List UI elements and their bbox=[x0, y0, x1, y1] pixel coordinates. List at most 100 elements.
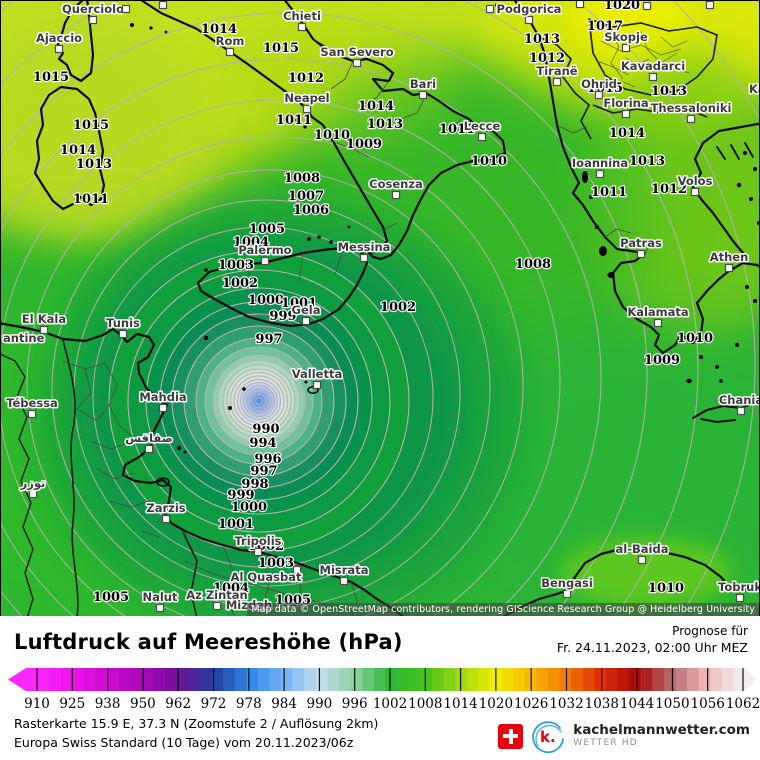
pressure-label: 1004 bbox=[213, 581, 249, 596]
city-label: Patras bbox=[620, 236, 662, 250]
brand-product: WETTER HD bbox=[573, 738, 638, 748]
city-marker bbox=[642, 1, 652, 11]
pressure-label: 1011 bbox=[276, 113, 312, 128]
city-marker bbox=[144, 444, 154, 454]
colorbar-tick bbox=[177, 668, 179, 691]
city-marker bbox=[297, 22, 307, 32]
colorbar-tick bbox=[71, 668, 73, 691]
city-label: Valletta bbox=[292, 367, 342, 381]
pressure-label: 1014 bbox=[609, 126, 645, 141]
pressure-label: 1010 bbox=[471, 154, 507, 169]
city-label: Ohrid bbox=[581, 77, 617, 91]
city: Ioannina bbox=[570, 155, 630, 179]
city: Podgorica bbox=[495, 1, 563, 25]
city-marker bbox=[118, 329, 128, 339]
colorbar-segment bbox=[408, 668, 421, 691]
city-label: Tébessa bbox=[6, 396, 58, 410]
city-marker bbox=[562, 589, 572, 599]
colorbar-segment bbox=[362, 668, 375, 691]
city-label: Zarzis bbox=[146, 501, 185, 515]
city: Nalut bbox=[141, 589, 180, 613]
colorbar-segment bbox=[130, 668, 143, 691]
pressure-label: 1004 bbox=[233, 235, 269, 250]
pressure-label: 1000 bbox=[248, 293, 284, 308]
city: Neapel bbox=[283, 90, 331, 114]
colorbar-segment bbox=[107, 668, 120, 691]
city-label: Messina bbox=[338, 240, 391, 254]
forecast-time: Fr. 24.11.2023, 02:00 Uhr MEZ bbox=[556, 640, 748, 655]
city-label: Gela bbox=[292, 303, 321, 317]
city-label: Kav bbox=[749, 82, 760, 96]
municipal-mesh bbox=[596, 30, 690, 88]
colorbar-tick-label: 978 bbox=[236, 696, 262, 712]
pressure-label: 1003 bbox=[218, 258, 254, 273]
city: Rom bbox=[214, 33, 246, 57]
colorbar-tick-label: 1062 bbox=[726, 696, 760, 712]
city: Tripolis bbox=[233, 533, 283, 557]
city-marker bbox=[594, 90, 604, 100]
city-marker bbox=[28, 489, 38, 499]
country-borders bbox=[1, 18, 718, 616]
colorbar-segment bbox=[234, 668, 247, 691]
city: Ajaccio bbox=[34, 30, 84, 54]
pressure-label: 1001 bbox=[218, 517, 254, 532]
model-info: Europa Swiss Standard (10 Tage) vom 20.1… bbox=[14, 735, 354, 750]
colorbar-tick-label: 950 bbox=[130, 696, 156, 712]
pressure-label: 1015 bbox=[263, 41, 299, 56]
colorbar-segment bbox=[652, 668, 665, 691]
pressure-label: 1020 bbox=[604, 1, 640, 13]
city-marker bbox=[352, 58, 362, 68]
pressure-label: 1009 bbox=[644, 353, 680, 368]
city-label: Nalut bbox=[142, 590, 178, 604]
pressure-label: 1012 bbox=[651, 182, 687, 197]
pressure-label: 1013 bbox=[524, 32, 560, 47]
city: Lecce bbox=[462, 118, 502, 142]
colorbar-tick-label: 1008 bbox=[408, 696, 442, 712]
pressure-label: 1007 bbox=[288, 189, 324, 204]
pressure-label: 1006 bbox=[293, 203, 329, 218]
city-marker bbox=[225, 47, 235, 57]
city-label: Neapel bbox=[284, 91, 329, 105]
city-marker bbox=[302, 104, 312, 114]
colorbar-segment bbox=[478, 668, 491, 691]
colorbar-segment bbox=[397, 668, 410, 691]
colorbar-segment bbox=[501, 668, 514, 691]
colorbar-tick bbox=[601, 668, 603, 691]
city: صفاقس bbox=[124, 430, 174, 454]
city-label: antine bbox=[3, 331, 45, 345]
colorbar-tick-label: 962 bbox=[165, 696, 191, 712]
city: Misrata bbox=[318, 562, 370, 586]
pressure-label: 1003 bbox=[258, 556, 294, 571]
city: Kavadarci bbox=[619, 58, 687, 82]
pressure-label: 1012 bbox=[529, 51, 565, 66]
colorbar-segment bbox=[698, 668, 711, 691]
pressure-label: 1011 bbox=[73, 192, 109, 207]
city: Tobruk bbox=[717, 579, 759, 603]
city: Gela bbox=[290, 302, 322, 326]
colorbar-segment bbox=[223, 668, 236, 691]
legend-panel: Luftdruck auf Meereshöhe (hPa) Prognose … bbox=[0, 616, 760, 760]
pressure-label: 1002 bbox=[380, 300, 416, 315]
city-label: Florina bbox=[603, 96, 648, 110]
pressure-label: 997 bbox=[255, 332, 282, 347]
city-marker bbox=[312, 380, 322, 390]
city: Valletta bbox=[290, 366, 344, 390]
pressure-label: 1001 bbox=[281, 296, 317, 311]
city-marker bbox=[621, 43, 631, 53]
colorbar-segment bbox=[605, 668, 618, 691]
city-marker bbox=[648, 72, 658, 82]
pressure-label: 1010 bbox=[314, 128, 350, 143]
colorbar-tick-label: 1002 bbox=[373, 696, 407, 712]
colorbar-tick bbox=[495, 668, 497, 691]
color-scale: 910 925 938 950 962 972 978 984 990 996 1002 1008 10… bbox=[8, 668, 760, 712]
city-marker bbox=[359, 253, 369, 263]
city: Tiranë bbox=[535, 63, 579, 87]
city-marker bbox=[27, 409, 37, 419]
pressure-map: 1015 1015 1014 1013 1011 1014 1015 1012 1011 1010… bbox=[0, 0, 760, 616]
colorbar-tick bbox=[742, 668, 744, 691]
city: Ohrid bbox=[580, 76, 618, 100]
city-marker bbox=[686, 114, 696, 124]
city-label: Palermo bbox=[238, 243, 291, 257]
city-label: Ioannina bbox=[572, 156, 628, 170]
city-label: توزر bbox=[20, 476, 46, 491]
